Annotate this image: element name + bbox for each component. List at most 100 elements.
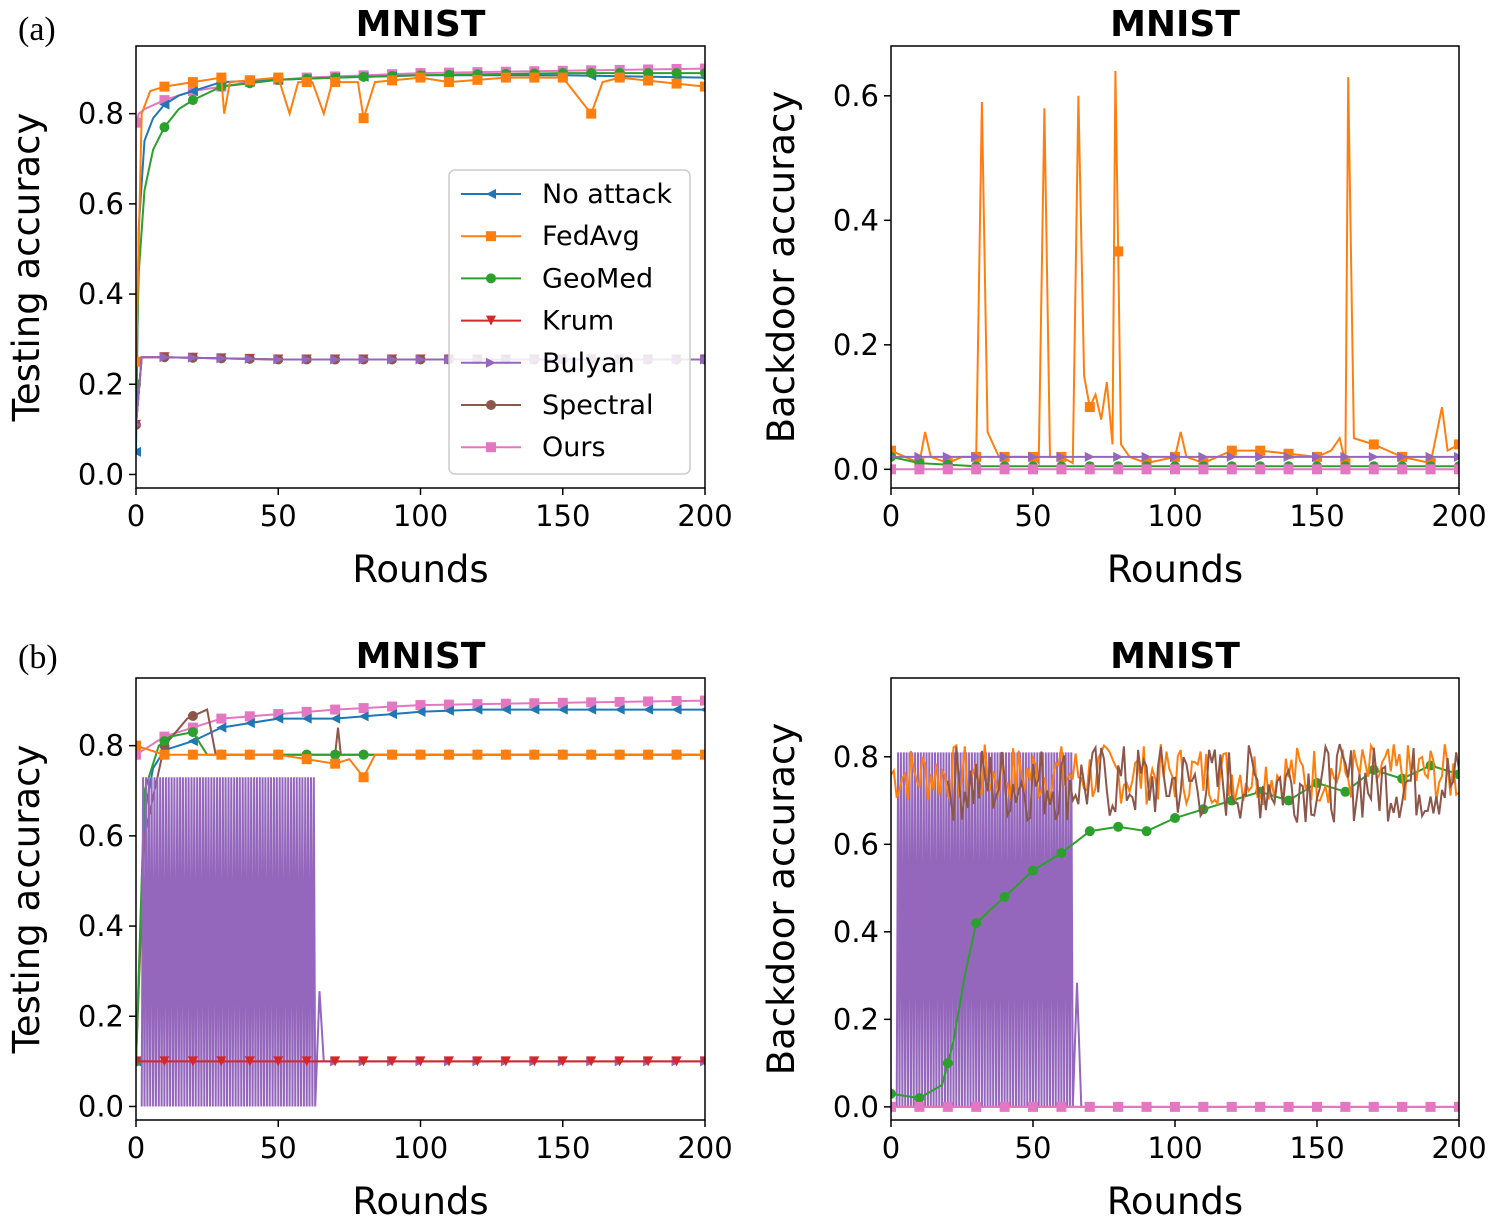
y-axis-label: Backdoor accuracy — [760, 91, 803, 444]
x-tick-label: 50 — [260, 1131, 297, 1165]
data-marker — [187, 77, 198, 88]
data-marker — [159, 95, 170, 106]
data-marker — [557, 697, 568, 708]
legend-entry: Ours — [461, 432, 606, 463]
data-marker — [358, 772, 369, 783]
data-marker — [301, 706, 312, 717]
data-marker — [614, 72, 625, 83]
series-fedavg — [136, 72, 705, 367]
data-marker — [1141, 1101, 1152, 1112]
legend-label: FedAvg — [542, 221, 640, 252]
data-marker — [1368, 439, 1379, 450]
data-marker — [1056, 451, 1067, 462]
data-marker — [1425, 464, 1436, 475]
data-marker — [1028, 865, 1038, 876]
data-marker — [586, 697, 597, 708]
data-marker — [136, 749, 141, 760]
legend-label: Krum — [542, 306, 614, 337]
data-marker — [671, 696, 682, 707]
data-marker — [586, 749, 597, 760]
data-marker — [301, 77, 312, 88]
data-marker — [187, 95, 198, 106]
data-marker — [1255, 1101, 1266, 1112]
data-marker — [358, 1056, 369, 1067]
data-marker — [244, 718, 255, 729]
data-marker — [700, 81, 705, 92]
data-marker — [971, 1101, 982, 1112]
y-tick-label: 0.8 — [78, 729, 124, 763]
data-marker — [529, 72, 540, 83]
plot-area — [136, 695, 705, 1107]
data-marker — [914, 451, 925, 462]
y-tick-label: 0.4 — [833, 915, 879, 949]
x-tick-label: 150 — [535, 1131, 590, 1165]
data-marker — [671, 68, 682, 79]
data-marker — [136, 117, 141, 128]
data-marker — [1028, 464, 1038, 475]
data-marker — [999, 464, 1010, 475]
y-tick-label: 0.0 — [833, 1090, 879, 1124]
data-marker — [500, 704, 511, 715]
data-marker — [700, 63, 705, 74]
x-tick-label: 50 — [1015, 1131, 1052, 1165]
data-marker — [1084, 464, 1095, 475]
data-marker — [1312, 464, 1322, 475]
y-tick-label: 0.0 — [78, 1089, 124, 1123]
legend: No attack FedAvg GeoMed Krum Bulyan Spectral O… — [448, 169, 691, 475]
data-marker — [942, 464, 953, 475]
series-line — [946, 742, 1459, 823]
legend-label: Ours — [542, 432, 606, 463]
x-tick-label: 200 — [1431, 1131, 1486, 1165]
series-ours — [891, 464, 1459, 475]
legend-entry: FedAvg — [461, 221, 640, 252]
data-marker — [1056, 1101, 1067, 1112]
data-marker — [472, 704, 483, 715]
data-marker — [1283, 451, 1294, 462]
data-marker — [971, 918, 982, 929]
chart-title: MNIST — [356, 4, 486, 45]
data-marker — [216, 713, 227, 724]
plot-area — [891, 742, 1459, 1112]
x-tick-label: 0 — [882, 1131, 900, 1165]
y-tick-label: 0.4 — [833, 203, 879, 237]
legend-entry: GeoMed — [461, 263, 653, 294]
data-marker — [529, 1056, 540, 1067]
data-marker — [1084, 402, 1095, 413]
y-tick-label: 0.8 — [833, 740, 879, 774]
data-marker — [387, 701, 398, 712]
data-marker — [1170, 813, 1180, 824]
data-marker — [273, 354, 284, 365]
y-tick-label: 0.2 — [833, 328, 879, 362]
y-tick-label: 0.4 — [78, 277, 124, 311]
data-marker — [1056, 464, 1067, 475]
data-marker — [1425, 451, 1436, 462]
data-marker — [1170, 464, 1180, 475]
legend-entry: Spectral — [461, 390, 653, 421]
data-marker — [500, 698, 511, 709]
series-bulyan — [891, 451, 1459, 462]
series-oscillation — [140, 777, 325, 1107]
data-marker — [999, 891, 1010, 902]
x-tick-label: 100 — [1147, 1131, 1202, 1165]
data-marker — [273, 72, 284, 83]
y-tick-label: 0.6 — [833, 79, 879, 113]
data-marker — [216, 353, 227, 364]
data-marker — [586, 1056, 597, 1067]
data-marker — [1226, 445, 1237, 456]
data-marker — [1454, 439, 1459, 450]
data-marker — [914, 1093, 925, 1104]
data-marker — [443, 1056, 454, 1067]
data-marker — [700, 68, 705, 79]
data-marker — [643, 1056, 654, 1067]
series-bulyan — [891, 752, 1459, 1112]
series-krum — [136, 1056, 705, 1067]
data-marker — [1425, 1101, 1436, 1112]
y-tick-label: 0.2 — [833, 1002, 879, 1036]
data-marker — [1340, 786, 1351, 797]
data-marker — [614, 704, 625, 715]
data-marker — [999, 1101, 1010, 1112]
data-marker — [443, 77, 454, 88]
data-marker — [358, 711, 369, 722]
data-marker — [244, 711, 255, 722]
data-marker — [643, 704, 654, 715]
